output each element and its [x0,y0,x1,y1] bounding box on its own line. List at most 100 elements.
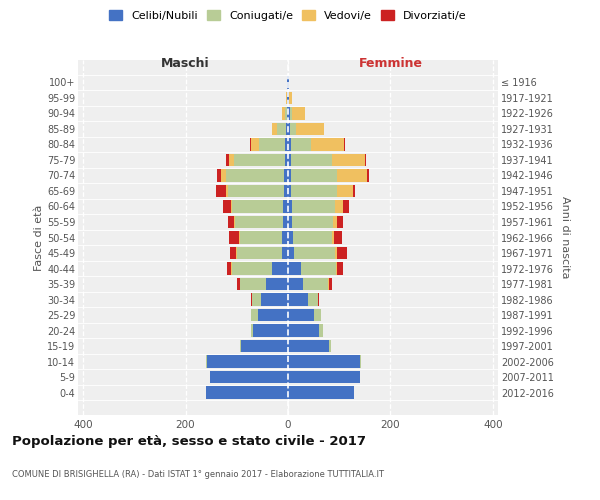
Bar [288,138,290,151]
Bar [237,246,282,260]
Bar [311,138,344,151]
Bar [337,246,347,260]
Bar [288,107,290,120]
Bar [285,154,288,166]
Bar [234,154,285,166]
Bar [288,231,293,244]
Bar [217,169,221,182]
Bar [308,293,318,306]
Bar [292,216,333,228]
Bar [319,324,323,337]
Bar [286,138,288,151]
Y-axis label: Fasce di età: Fasce di età [34,204,44,270]
Bar [292,200,335,213]
Bar [288,370,360,384]
Bar [288,355,360,368]
Bar [227,216,234,228]
Bar [210,370,288,384]
Text: Popolazione per età, sesso e stato civile - 2017: Popolazione per età, sesso e stato civil… [12,435,366,448]
Bar [236,246,237,260]
Bar [290,107,292,120]
Bar [206,386,288,399]
Bar [253,324,288,337]
Bar [286,122,288,136]
Bar [288,293,308,306]
Bar [301,262,335,275]
Bar [288,122,290,136]
Bar [226,154,229,166]
Bar [237,278,240,290]
Bar [288,340,329,352]
Text: Femmine: Femmine [358,57,422,70]
Bar [250,138,251,151]
Bar [272,262,288,275]
Bar [266,278,288,290]
Bar [241,340,288,352]
Bar [235,216,283,228]
Bar [284,169,288,182]
Bar [289,92,292,104]
Bar [288,324,319,337]
Bar [283,200,288,213]
Bar [329,340,331,352]
Bar [288,200,292,213]
Bar [294,246,335,260]
Bar [288,308,314,322]
Bar [288,262,301,275]
Bar [293,231,332,244]
Bar [292,107,305,120]
Bar [207,355,288,368]
Bar [221,169,226,182]
Bar [232,262,272,275]
Bar [296,122,325,136]
Bar [332,154,365,166]
Bar [258,308,288,322]
Bar [329,278,332,290]
Bar [286,92,287,104]
Bar [283,107,285,120]
Bar [283,216,288,228]
Bar [290,154,332,166]
Bar [328,278,329,290]
Text: COMUNE DI BRISIGHELLA (RA) - Dati ISTAT 1° gennaio 2017 - Elaborazione TUTTITALI: COMUNE DI BRISIGHELLA (RA) - Dati ISTAT … [12,470,384,479]
Bar [251,324,253,337]
Bar [226,169,284,182]
Bar [282,231,288,244]
Bar [251,138,259,151]
Bar [282,246,288,260]
Bar [343,200,349,213]
Bar [206,355,207,368]
Bar [288,386,353,399]
Bar [288,154,290,166]
Bar [314,308,321,322]
Bar [337,262,343,275]
Bar [337,184,353,198]
Bar [272,122,277,136]
Bar [229,154,234,166]
Bar [230,246,236,260]
Bar [332,231,334,244]
Y-axis label: Anni di nascita: Anni di nascita [560,196,571,279]
Bar [290,122,296,136]
Bar [353,184,355,198]
Bar [284,184,288,198]
Bar [227,262,230,275]
Bar [240,340,241,352]
Bar [333,216,337,228]
Bar [318,293,319,306]
Bar [234,216,235,228]
Bar [251,293,252,306]
Bar [360,355,361,368]
Bar [288,92,289,104]
Bar [223,200,230,213]
Bar [262,293,288,306]
Bar [251,308,258,322]
Bar [365,154,366,166]
Bar [335,200,343,213]
Bar [259,138,286,151]
Bar [230,262,232,275]
Bar [229,231,239,244]
Bar [304,278,328,290]
Bar [288,184,291,198]
Bar [288,278,304,290]
